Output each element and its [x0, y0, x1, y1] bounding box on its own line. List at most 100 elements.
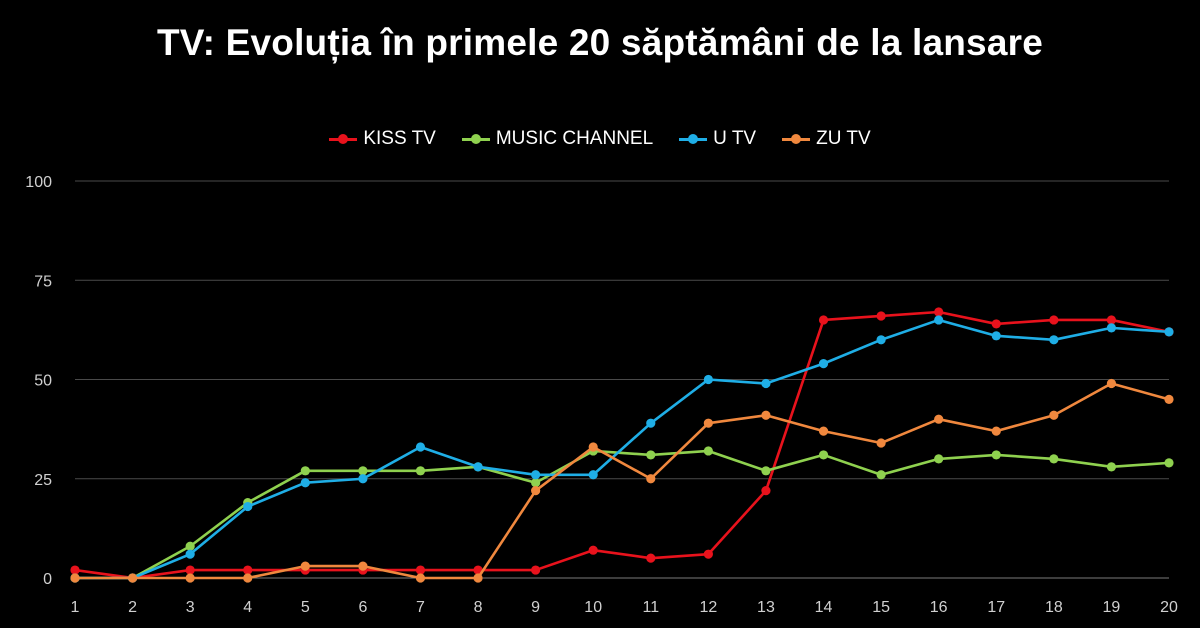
y-tick-label: 25 — [34, 472, 52, 489]
data-point-kiss-tv — [1106, 315, 1117, 325]
y-tick-label: 50 — [34, 373, 52, 390]
series-line-u-tv — [75, 318, 1170, 580]
data-point-music-channel — [818, 450, 829, 460]
series-music-channel — [70, 446, 1174, 583]
legend-label: KISS TV — [363, 128, 436, 149]
data-point-kiss-tv — [818, 315, 829, 325]
data-point-zu-tv — [1164, 394, 1174, 404]
data-point-zu-tv — [473, 573, 483, 583]
data-point-kiss-tv — [588, 545, 598, 555]
data-point-kiss-tv — [185, 565, 195, 575]
data-point-zu-tv — [1106, 378, 1117, 389]
data-point-zu-tv — [761, 410, 771, 420]
x-tick-label: 10 — [584, 599, 602, 616]
legend-swatch — [782, 131, 811, 147]
chart-title: TV: Evoluția în primele 20 săptămâni de … — [156, 22, 1043, 63]
data-point-music-channel — [703, 446, 713, 456]
y-tick-label: 100 — [25, 174, 52, 191]
x-tick-label: 9 — [531, 599, 540, 616]
x-tick-label: 20 — [1160, 599, 1178, 616]
data-point-zu-tv — [243, 573, 253, 583]
data-point-zu-tv — [588, 442, 598, 452]
data-point-u-tv — [761, 378, 771, 389]
data-point-kiss-tv — [761, 486, 771, 496]
legend-swatch — [679, 131, 708, 147]
data-point-zu-tv — [185, 573, 195, 583]
data-point-u-tv — [415, 442, 426, 452]
y-tick-label: 75 — [34, 273, 52, 290]
data-point-kiss-tv — [991, 319, 1001, 329]
data-point-music-channel — [991, 450, 1001, 460]
x-tick-label: 18 — [1045, 599, 1063, 616]
chart-legend: KISS TV MUSIC CHANNEL U TV ZU TV — [0, 128, 1200, 150]
data-point-u-tv — [1164, 327, 1174, 337]
x-tick-label: 5 — [301, 599, 310, 616]
data-point-zu-tv — [358, 561, 368, 571]
data-point-u-tv — [358, 474, 368, 484]
data-point-music-channel — [358, 466, 368, 476]
data-point-u-tv — [646, 418, 656, 428]
data-point-music-channel — [300, 466, 310, 476]
x-tick-label: 11 — [642, 599, 659, 616]
data-point-zu-tv — [70, 573, 80, 583]
x-tick-label: 17 — [987, 599, 1005, 616]
series-zu-tv — [70, 378, 1174, 583]
data-point-u-tv — [473, 462, 483, 472]
data-point-u-tv — [1106, 323, 1117, 333]
x-tick-label: 14 — [815, 599, 833, 616]
x-tick-label: 15 — [872, 599, 890, 616]
series-kiss-tv — [70, 307, 1174, 583]
series-line-zu-tv — [75, 382, 1170, 580]
data-point-u-tv — [876, 335, 886, 345]
data-point-zu-tv — [818, 426, 829, 436]
legend-label: U TV — [713, 128, 757, 149]
data-point-kiss-tv — [243, 565, 253, 575]
x-tick-label: 2 — [128, 599, 137, 616]
data-point-music-channel — [185, 541, 195, 551]
series-line-kiss-tv — [74, 310, 1170, 580]
data-point-kiss-tv — [531, 565, 541, 575]
data-point-kiss-tv — [415, 565, 426, 575]
data-point-zu-tv — [1049, 410, 1059, 420]
data-point-zu-tv — [300, 561, 310, 571]
legend-item-u-tv: U TV — [679, 128, 756, 150]
data-point-music-channel — [1106, 462, 1117, 472]
data-point-u-tv — [991, 331, 1001, 341]
data-point-kiss-tv — [646, 553, 656, 563]
data-point-u-tv — [818, 359, 829, 369]
gridlines — [75, 180, 1169, 579]
x-tick-label: 3 — [186, 599, 195, 616]
data-point-music-channel — [876, 470, 886, 480]
data-point-zu-tv — [646, 474, 656, 484]
data-point-kiss-tv — [703, 549, 713, 559]
data-point-zu-tv — [703, 418, 713, 428]
data-point-kiss-tv — [934, 307, 944, 317]
data-point-music-channel — [934, 454, 944, 464]
data-point-zu-tv — [934, 414, 944, 424]
x-tick-label: 1 — [71, 599, 80, 616]
data-point-music-channel — [415, 466, 426, 476]
series-line-music-channel — [75, 449, 1170, 580]
x-tick-label: 13 — [757, 599, 775, 616]
legend-item-kiss-tv: KISS TV — [329, 128, 436, 150]
legend-swatch — [461, 131, 490, 147]
data-point-music-channel — [646, 450, 656, 460]
series-u-tv — [70, 315, 1174, 583]
data-point-zu-tv — [531, 486, 541, 496]
data-point-u-tv — [703, 374, 713, 385]
data-point-u-tv — [531, 470, 541, 480]
data-point-u-tv — [934, 315, 944, 325]
legend-label: ZU TV — [816, 128, 871, 149]
x-tick-label: 8 — [474, 599, 483, 616]
x-tick-label: 6 — [358, 599, 367, 616]
data-point-music-channel — [531, 478, 541, 488]
data-point-u-tv — [243, 501, 253, 512]
data-point-u-tv — [300, 478, 310, 488]
x-tick-label: 7 — [416, 599, 425, 616]
x-tick-label: 16 — [930, 599, 948, 616]
data-point-zu-tv — [127, 573, 138, 583]
legend-item-zu-tv: ZU TV — [782, 128, 871, 150]
legend-swatch — [329, 131, 358, 147]
data-point-kiss-tv — [876, 311, 886, 321]
